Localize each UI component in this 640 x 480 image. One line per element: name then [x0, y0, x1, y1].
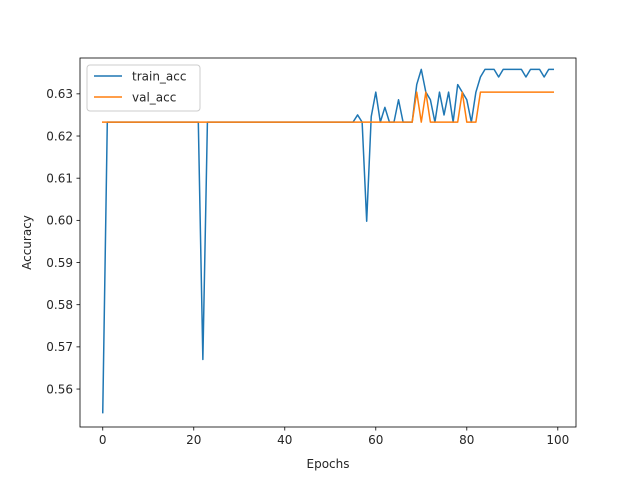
y-tick-label: 0.62 — [46, 129, 73, 143]
x-axis-title: Epochs — [307, 457, 350, 471]
x-axis-ticks: 0 20 40 60 80 100 — [99, 427, 569, 447]
x-tick-label: 0 — [99, 433, 107, 447]
y-axis-title: Accuracy — [20, 215, 34, 270]
series-layer — [101, 68, 554, 414]
y-tick-label: 0.58 — [46, 298, 73, 312]
series-line-val-acc — [102, 91, 554, 123]
plot-frame — [79, 57, 577, 428]
y-tick-label: 0.56 — [46, 382, 73, 396]
x-tick-label: 100 — [546, 433, 569, 447]
legend-label-train-acc: train_acc — [132, 70, 186, 84]
x-tick-label: 20 — [186, 433, 201, 447]
x-tick-label: 60 — [368, 433, 383, 447]
legend-label-val-acc: val_acc — [132, 91, 176, 105]
y-axis-ticks: 0.56 0.57 0.58 0.59 0.60 0.61 0.62 0.63 — [46, 87, 80, 396]
legend: train_acc val_acc — [86, 64, 201, 112]
y-tick-label: 0.61 — [46, 171, 73, 185]
y-tick-label: 0.57 — [46, 340, 73, 354]
x-tick-label: 40 — [277, 433, 292, 447]
y-tick-label: 0.63 — [46, 87, 73, 101]
y-tick-label: 0.60 — [46, 214, 73, 228]
x-tick-label: 80 — [459, 433, 474, 447]
y-tick-label: 0.59 — [46, 256, 73, 270]
